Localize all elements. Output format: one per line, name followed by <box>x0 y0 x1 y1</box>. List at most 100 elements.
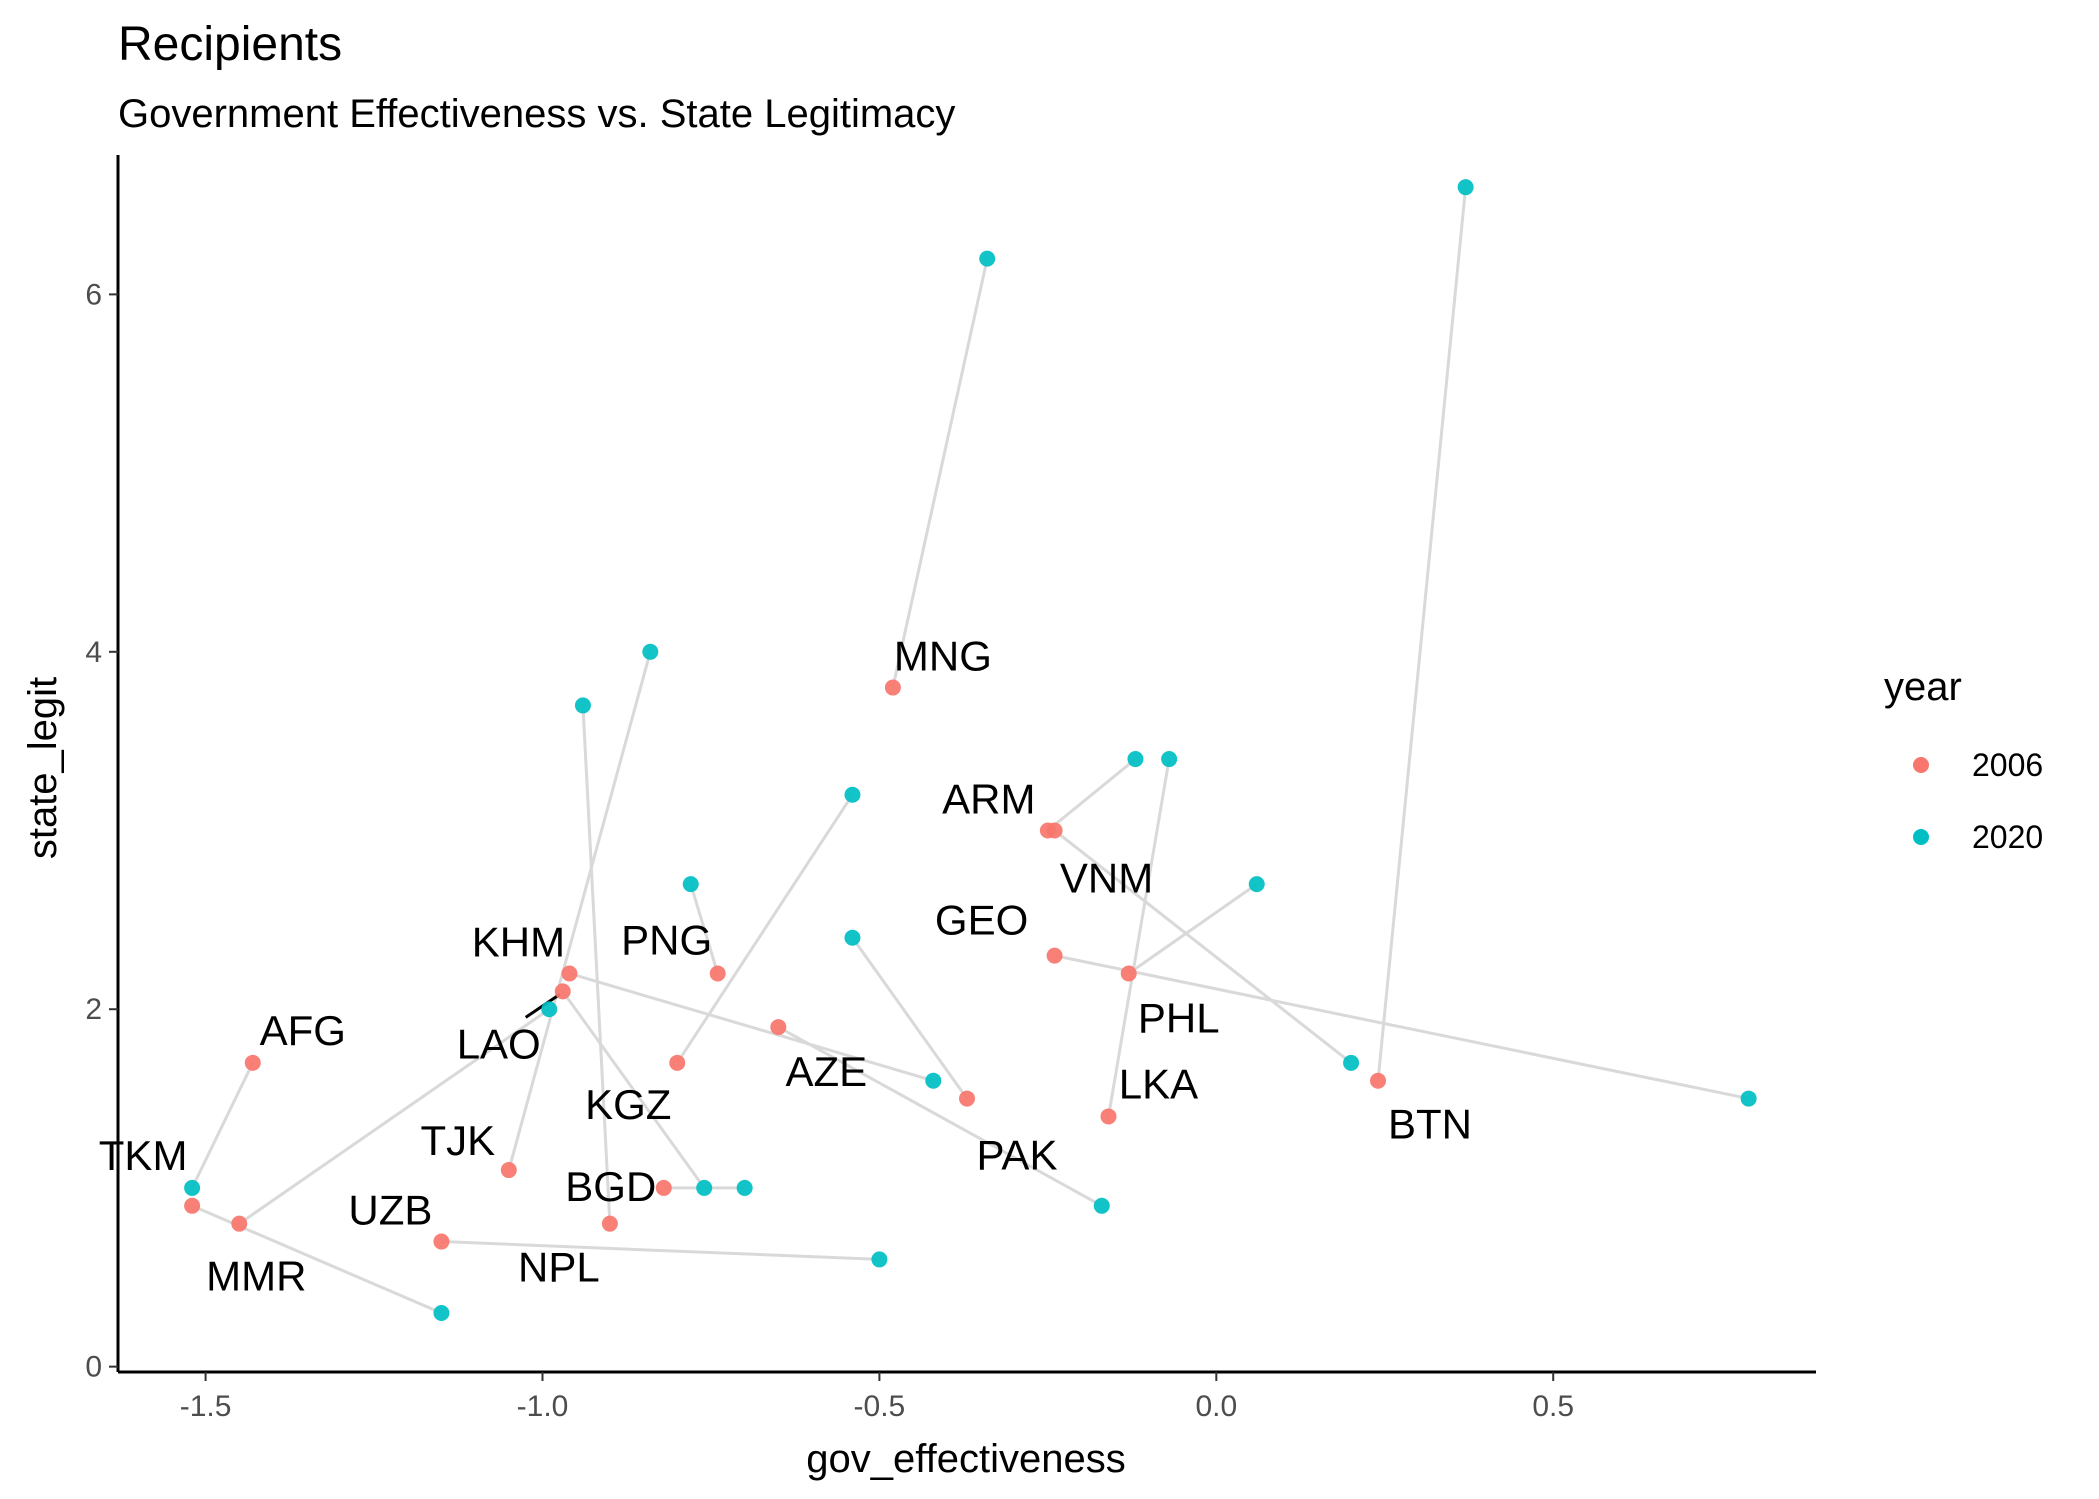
data-point <box>1127 751 1144 768</box>
data-point <box>1248 876 1265 893</box>
y-axis-ticks: 0 2 4 6 <box>85 278 118 1384</box>
x-tick-label: -1.5 <box>180 1390 232 1423</box>
data-point <box>925 1072 942 1089</box>
data-point <box>871 1251 888 1268</box>
y-tick-label: 0 <box>85 1351 102 1384</box>
data-point <box>541 1001 558 1018</box>
connector-line <box>777 1025 1103 1208</box>
data-point <box>184 1197 201 1214</box>
point-label: MNG <box>894 633 992 680</box>
connector-line <box>689 883 720 974</box>
point-label: KGZ <box>585 1081 671 1128</box>
data-point <box>601 1215 618 1232</box>
data-point <box>433 1233 450 1250</box>
connector-lines <box>190 187 1749 1315</box>
data-point <box>770 1019 787 1036</box>
data-point <box>1370 1072 1387 1089</box>
data-point <box>696 1179 713 1196</box>
y-axis-title: state_legit <box>21 677 65 859</box>
data-point <box>1046 947 1063 964</box>
point-label: PNG <box>621 916 712 963</box>
data-point <box>655 1179 672 1196</box>
connector-line <box>851 936 969 1100</box>
data-point <box>554 983 571 1000</box>
legend-key <box>1913 757 1929 773</box>
data-point <box>1457 179 1474 196</box>
data-point <box>844 786 861 803</box>
data-point <box>1343 1054 1360 1071</box>
x-tick-label: -0.5 <box>854 1390 906 1423</box>
connector-line <box>1054 954 1749 1101</box>
point-label: MMR <box>206 1253 306 1300</box>
data-point <box>1120 965 1137 982</box>
data-point <box>642 643 659 660</box>
y-tick-label: 4 <box>85 636 102 669</box>
point-label: AFG <box>260 1007 346 1054</box>
y-tick-label: 6 <box>85 278 102 311</box>
data-point <box>1046 822 1063 839</box>
legend-label: 2006 <box>1972 747 2043 783</box>
point-label: LKA <box>1119 1060 1198 1107</box>
connector-line <box>1046 757 1137 832</box>
data-point <box>1093 1197 1110 1214</box>
point-labels: MNG ARM VNM GEO PHL LKA BTN PAK AZE PNG KGZ KHM LAO B… <box>99 633 1472 1300</box>
x-tick-label: 0.5 <box>1532 1390 1574 1423</box>
point-label: GEO <box>935 897 1028 944</box>
connector-line <box>238 1007 551 1225</box>
data-point <box>1161 751 1178 768</box>
connector-line <box>891 258 989 688</box>
chart-title: Recipients <box>118 18 342 71</box>
connector-line <box>441 1240 880 1261</box>
x-tick-label: -1.0 <box>517 1390 569 1423</box>
x-axis-title: gov_effectiveness <box>806 1437 1125 1481</box>
point-label: NPL <box>518 1244 600 1291</box>
connector-line <box>581 705 612 1224</box>
point-label: VNM <box>1060 855 1153 902</box>
point-label: TKM <box>99 1132 188 1179</box>
x-axis-ticks: -1.5 -1.0 -0.5 0.0 0.5 <box>180 1372 1574 1423</box>
data-point <box>500 1162 517 1179</box>
data-point <box>574 697 591 714</box>
connector-line <box>561 990 706 1189</box>
legend-title: year <box>1884 665 1962 709</box>
connector-line <box>1376 187 1468 1081</box>
data-point <box>184 1179 201 1196</box>
connector-line <box>1127 882 1258 975</box>
point-label: UZB <box>348 1187 432 1234</box>
legend: year 2006 2020 <box>1884 665 2043 855</box>
data-point <box>844 929 861 946</box>
legend-label: 2020 <box>1972 819 2043 855</box>
connector-line <box>190 1062 255 1189</box>
data-point <box>709 965 726 982</box>
data-point <box>433 1305 450 1322</box>
data-point <box>979 250 996 267</box>
x-tick-label: 0.0 <box>1195 1390 1237 1423</box>
y-tick-label: 2 <box>85 993 102 1026</box>
data-point <box>231 1215 248 1232</box>
data-point <box>1740 1090 1757 1107</box>
data-point <box>244 1054 261 1071</box>
point-label: BTN <box>1388 1101 1472 1148</box>
point-label: BGD <box>565 1163 656 1210</box>
point-label: PHL <box>1138 994 1220 1041</box>
data-point <box>682 876 699 893</box>
point-label: TJK <box>420 1117 495 1164</box>
connector-line <box>676 793 854 1064</box>
point-label: LAO <box>457 1020 541 1067</box>
chart-subtitle: Government Effectiveness vs. State Legit… <box>118 92 955 136</box>
connector-line <box>507 651 652 1171</box>
data-point <box>736 1179 753 1196</box>
legend-key <box>1913 829 1929 845</box>
data-point <box>884 679 901 696</box>
data-point <box>669 1054 686 1071</box>
data-point <box>1100 1108 1117 1125</box>
point-label: ARM <box>942 776 1035 823</box>
point-label: PAK <box>977 1132 1058 1179</box>
connector-line <box>569 972 934 1083</box>
data-points <box>184 179 1757 1322</box>
data-point <box>561 965 578 982</box>
connector-line <box>1053 829 1352 1065</box>
connector-line <box>1107 758 1171 1117</box>
